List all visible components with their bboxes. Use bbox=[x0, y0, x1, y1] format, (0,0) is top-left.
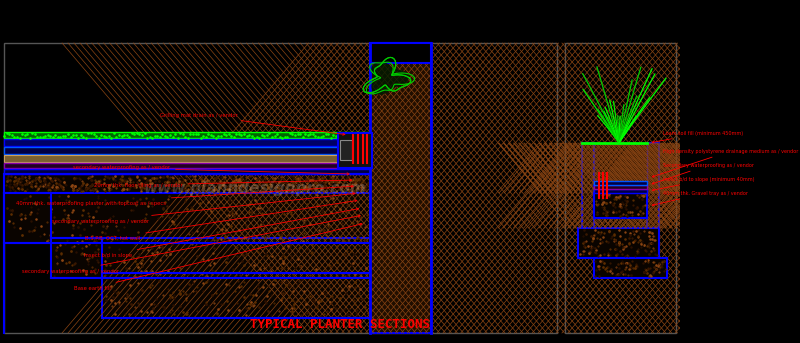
Text: secondary waterproofing as / vendor: secondary waterproofing as / vendor bbox=[22, 215, 360, 273]
Bar bbox=[370, 43, 431, 333]
Bar bbox=[4, 169, 370, 174]
Text: Grilling mat drain as / vendor: Grilling mat drain as / vendor bbox=[160, 113, 345, 135]
Bar bbox=[4, 147, 370, 154]
Bar bbox=[594, 189, 647, 193]
Text: Insect b/d to slope (minimum 40mm): Insect b/d to slope (minimum 40mm) bbox=[652, 177, 754, 191]
Bar bbox=[578, 228, 659, 258]
Text: High density polystyrene drainage medium as / vendor: High density polystyrene drainage medium… bbox=[652, 149, 798, 177]
Text: secondary waterproofing as / vendor: secondary waterproofing as / vendor bbox=[73, 166, 349, 175]
Bar bbox=[594, 185, 647, 189]
Text: Loam soil fill (minimum 450mm): Loam soil fill (minimum 450mm) bbox=[652, 130, 743, 143]
Text: Insect b/d in slope: Insect b/d in slope bbox=[84, 208, 358, 258]
Text: www.planndesignpro.com: www.planndesignpro.com bbox=[144, 180, 366, 196]
Bar bbox=[594, 143, 647, 193]
Bar bbox=[338, 133, 372, 168]
Bar bbox=[594, 181, 647, 185]
Bar bbox=[582, 143, 594, 228]
Bar bbox=[4, 155, 370, 162]
Text: 20mm thk. floor tiling as / vendor: 20mm thk. floor tiling as / vendor bbox=[94, 179, 352, 188]
Bar bbox=[4, 163, 370, 168]
Bar bbox=[594, 193, 647, 218]
Text: Secondary waterproofing as / vendor: Secondary waterproofing as / vendor bbox=[652, 163, 754, 184]
Text: B.S.P.B. OCT. hot wall: B.S.P.B. OCT. hot wall bbox=[85, 200, 357, 240]
Text: Base earth fill: Base earth fill bbox=[74, 223, 362, 291]
Bar bbox=[4, 174, 370, 193]
Bar bbox=[51, 238, 370, 278]
Bar bbox=[647, 143, 659, 228]
Bar bbox=[340, 140, 352, 160]
Bar bbox=[4, 43, 557, 333]
Bar bbox=[370, 43, 431, 63]
Text: TYPICAL PLANTER SECTIONS: TYPICAL PLANTER SECTIONS bbox=[250, 319, 430, 331]
Bar bbox=[4, 132, 370, 138]
Bar bbox=[566, 43, 676, 333]
Bar bbox=[102, 273, 370, 318]
Polygon shape bbox=[372, 62, 408, 94]
Text: 40mm thk. waterproofing plaster with topcoat as / specs: 40mm thk. waterproofing plaster with top… bbox=[16, 185, 354, 205]
Text: 40mm thk. Gravel tray as / vendor: 40mm thk. Gravel tray as / vendor bbox=[652, 190, 748, 206]
Text: secondary waterproofing as / vendor: secondary waterproofing as / vendor bbox=[52, 192, 355, 224]
Bar bbox=[4, 193, 370, 243]
Bar bbox=[594, 258, 667, 278]
Bar bbox=[4, 139, 370, 146]
